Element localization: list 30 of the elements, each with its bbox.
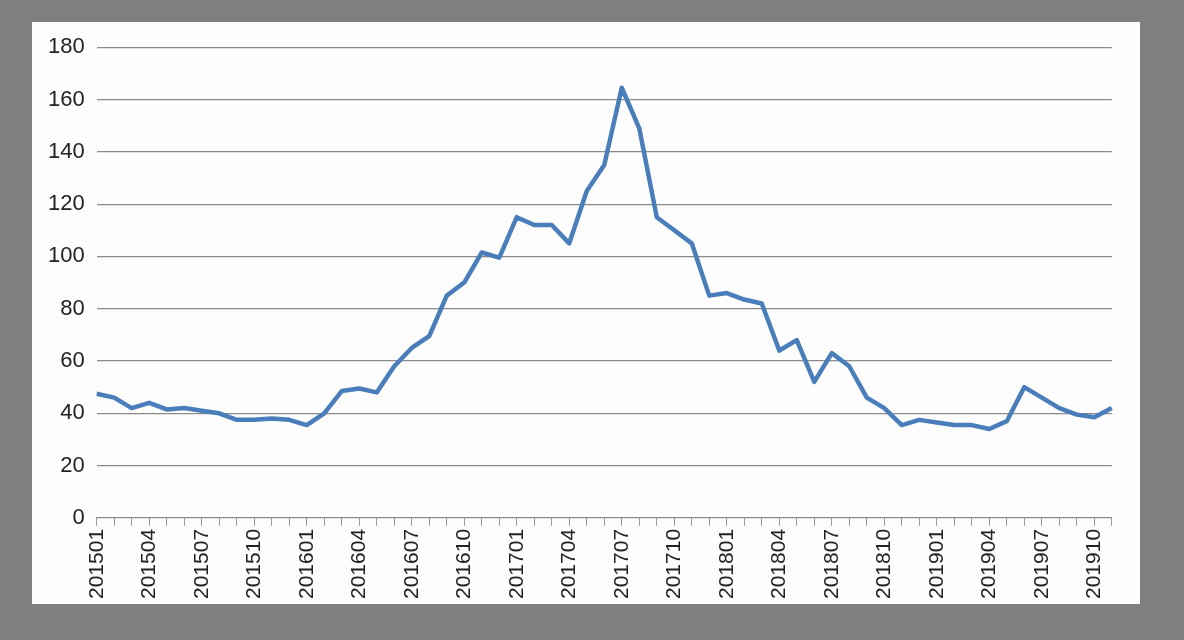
x-tick-label: 201907 <box>1028 528 1052 599</box>
x-tick-label: 201804 <box>766 528 790 599</box>
y-tick-label: 40 <box>60 399 85 425</box>
x-tick-label: 201501 <box>83 528 107 599</box>
x-tick-label: 201904 <box>976 528 1000 599</box>
y-tick-label: 120 <box>47 190 85 216</box>
x-tick-label: 201601 <box>293 528 317 599</box>
x-tick-label: 201610 <box>451 528 475 599</box>
x-tick-label: 201707 <box>608 528 632 599</box>
x-tick-label: 201910 <box>1081 528 1105 599</box>
y-tick-label: 20 <box>60 451 85 477</box>
x-tick-label: 201807 <box>818 528 842 599</box>
y-tick-label: 140 <box>47 137 85 163</box>
x-tick-label: 201510 <box>241 528 265 599</box>
y-tick-label: 100 <box>47 242 85 268</box>
y-tick-label: 80 <box>60 294 85 320</box>
x-tick-label: 201604 <box>346 528 370 599</box>
x-tick-label: 201710 <box>661 528 685 599</box>
x-tick-label: 201704 <box>556 528 580 599</box>
y-tick-label: 180 <box>47 33 85 59</box>
x-tick-label: 201801 <box>713 528 737 599</box>
x-tick-label: 201901 <box>923 528 947 599</box>
x-tick-label: 201810 <box>871 528 895 599</box>
y-tick-label: 60 <box>60 347 85 373</box>
x-tick-label: 201701 <box>503 528 527 599</box>
y-tick-label: 160 <box>47 85 85 111</box>
x-tick-label: 201607 <box>398 528 422 599</box>
y-tick-label: 0 <box>72 503 85 529</box>
x-tick-label: 201504 <box>136 528 160 599</box>
x-tick-label: 201507 <box>188 528 212 599</box>
